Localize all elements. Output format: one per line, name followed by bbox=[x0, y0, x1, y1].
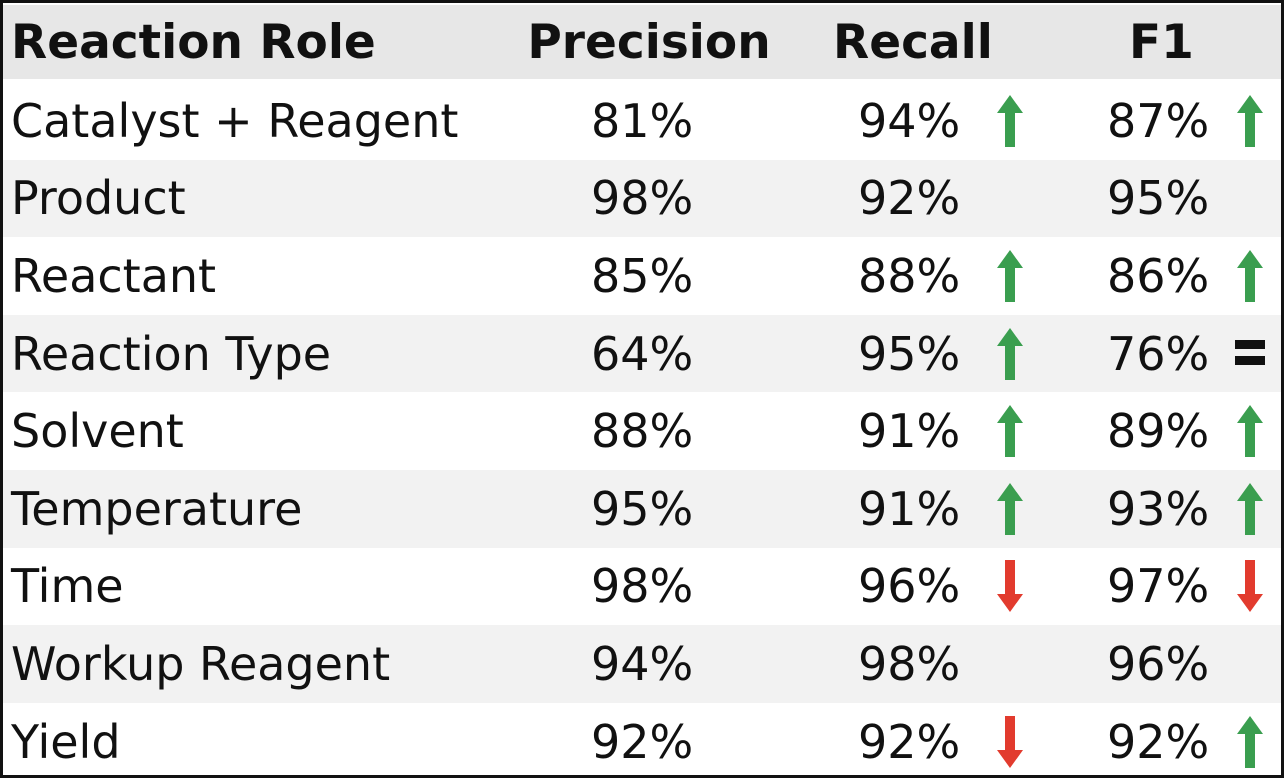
arrow-down-icon bbox=[995, 548, 1025, 626]
precision-cell: 64% bbox=[591, 326, 694, 381]
table-row: Reaction Type 64% 95% 76% bbox=[3, 314, 1281, 393]
arrow-up-icon bbox=[1235, 470, 1265, 548]
precision-cell: 98% bbox=[591, 171, 694, 226]
recall-cell: 94% bbox=[858, 93, 961, 148]
precision-cell: 95% bbox=[591, 481, 694, 536]
precision-cell: 98% bbox=[591, 559, 694, 614]
f1-cell: 97% bbox=[1107, 559, 1210, 614]
recall-cell: 91% bbox=[858, 481, 961, 536]
role-cell: Product bbox=[11, 171, 186, 226]
recall-cell: 92% bbox=[858, 714, 961, 769]
table-row: Time 98% 96% 97% bbox=[3, 548, 1281, 626]
f1-cell: 92% bbox=[1107, 714, 1210, 769]
table-row: Workup Reagent 94% 98% 96% bbox=[3, 625, 1281, 703]
f1-cell: 95% bbox=[1107, 171, 1210, 226]
f1-cell: 93% bbox=[1107, 481, 1210, 536]
table-row: Product 98% 92% 95% bbox=[3, 159, 1281, 238]
role-cell: Reactant bbox=[11, 248, 217, 303]
f1-cell: 76% bbox=[1107, 326, 1210, 381]
recall-cell: 96% bbox=[858, 559, 961, 614]
header-reaction-role: Reaction Role bbox=[11, 14, 376, 70]
f1-cell: 96% bbox=[1107, 636, 1210, 691]
arrow-up-icon bbox=[995, 315, 1025, 393]
precision-cell: 85% bbox=[591, 248, 694, 303]
f1-cell: 86% bbox=[1107, 248, 1210, 303]
trend-empty bbox=[1235, 160, 1265, 238]
recall-cell: 98% bbox=[858, 636, 961, 691]
role-cell: Time bbox=[11, 559, 124, 614]
arrow-up-icon bbox=[1235, 237, 1265, 315]
recall-cell: 91% bbox=[858, 404, 961, 459]
table-row: Yield 92% 92% 92% bbox=[3, 703, 1281, 780]
arrow-up-icon bbox=[995, 392, 1025, 470]
arrow-down-icon bbox=[1235, 548, 1265, 626]
arrow-up-icon bbox=[1235, 703, 1265, 780]
precision-cell: 92% bbox=[591, 714, 694, 769]
role-cell: Yield bbox=[11, 714, 121, 769]
role-cell: Workup Reagent bbox=[11, 636, 391, 691]
header-recall: Recall bbox=[833, 14, 993, 70]
recall-cell: 88% bbox=[858, 248, 961, 303]
arrow-down-icon bbox=[995, 703, 1025, 780]
arrow-up-icon bbox=[995, 470, 1025, 548]
arrow-up-icon bbox=[1235, 392, 1265, 470]
table-row: Temperature 95% 91% 93% bbox=[3, 470, 1281, 548]
role-cell: Temperature bbox=[11, 481, 303, 536]
header-precision: Precision bbox=[527, 14, 771, 70]
precision-cell: 88% bbox=[591, 404, 694, 459]
recall-cell: 92% bbox=[858, 171, 961, 226]
table-row: Solvent 88% 91% 89% bbox=[3, 392, 1281, 470]
f1-cell: 87% bbox=[1107, 93, 1210, 148]
equal-icon bbox=[1235, 315, 1265, 393]
f1-cell: 89% bbox=[1107, 404, 1210, 459]
trend-empty bbox=[1235, 625, 1265, 703]
precision-cell: 81% bbox=[591, 93, 694, 148]
table-header: Reaction Role Precision Recall F1 bbox=[3, 5, 1281, 79]
arrow-up-icon bbox=[1235, 82, 1265, 160]
recall-cell: 95% bbox=[858, 326, 961, 381]
header-f1: F1 bbox=[1129, 14, 1194, 70]
trend-empty bbox=[995, 160, 1025, 238]
role-cell: Catalyst + Reagent bbox=[11, 93, 459, 148]
table-row: Catalyst + Reagent 81% 94% 87% bbox=[3, 82, 1281, 160]
arrow-up-icon bbox=[995, 237, 1025, 315]
arrow-up-icon bbox=[995, 82, 1025, 160]
trend-empty bbox=[995, 625, 1025, 703]
table-row: Reactant 85% 88% 86% bbox=[3, 237, 1281, 315]
precision-cell: 94% bbox=[591, 636, 694, 691]
role-cell: Solvent bbox=[11, 404, 184, 459]
role-cell: Reaction Type bbox=[11, 326, 332, 381]
